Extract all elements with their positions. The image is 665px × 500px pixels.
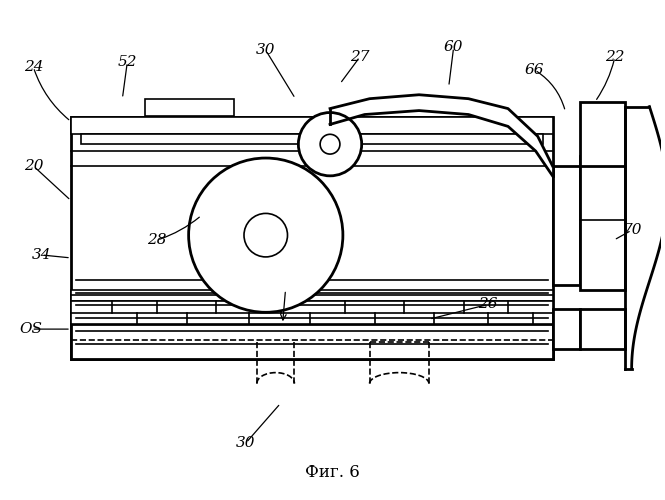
Text: 28: 28: [147, 233, 167, 247]
Bar: [71, 116, 553, 359]
Polygon shape: [330, 94, 553, 176]
Circle shape: [320, 134, 340, 154]
Circle shape: [244, 214, 287, 257]
Bar: [71, 302, 553, 324]
Text: 27: 27: [350, 50, 370, 64]
Bar: [71, 116, 553, 134]
Text: OS: OS: [20, 322, 43, 336]
Text: 30: 30: [236, 436, 256, 450]
Text: 34: 34: [31, 248, 51, 262]
Text: 70: 70: [622, 223, 641, 237]
Bar: [81, 134, 543, 144]
Text: 52: 52: [118, 55, 137, 69]
Text: 30: 30: [256, 43, 275, 57]
Text: 60: 60: [444, 40, 464, 54]
Bar: [581, 102, 624, 166]
Bar: [145, 98, 234, 116]
Bar: [581, 310, 624, 349]
Text: 20: 20: [24, 159, 43, 173]
Text: 22: 22: [605, 50, 624, 64]
Bar: [553, 310, 581, 349]
Bar: [71, 324, 553, 359]
Text: 26: 26: [479, 298, 498, 312]
Text: 66: 66: [525, 63, 545, 77]
Bar: [553, 166, 581, 284]
Text: 24: 24: [24, 60, 43, 74]
Circle shape: [299, 112, 362, 176]
Circle shape: [189, 158, 343, 312]
Bar: [71, 290, 553, 302]
Text: Фиг. 6: Фиг. 6: [305, 464, 359, 481]
Bar: [581, 156, 624, 290]
